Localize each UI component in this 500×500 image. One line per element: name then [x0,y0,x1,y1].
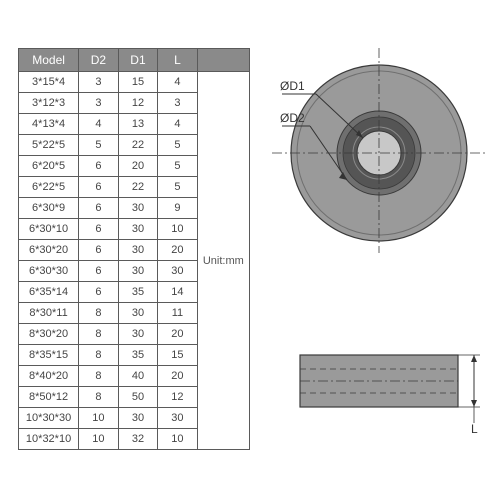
table-cell: 50 [118,387,158,408]
table-cell: 6*30*30 [19,261,79,282]
table-cell: 5 [158,135,197,156]
dim-arrow-bot [471,400,477,407]
table-cell: 8*30*11 [19,303,79,324]
side-view-diagram: L [272,325,487,455]
table-cell: 6*22*5 [19,177,79,198]
table-cell: 30 [118,303,158,324]
table-cell: 4 [158,72,197,93]
table-cell: 35 [118,345,158,366]
table-cell: 30 [158,408,197,429]
table-cell: 5 [158,177,197,198]
table-cell: 30 [118,261,158,282]
d1-label: ØD1 [280,79,305,93]
table-cell: 6*30*9 [19,198,79,219]
table-cell: 10*32*10 [19,429,79,450]
header-l: L [158,49,197,72]
table-cell: 30 [118,240,158,261]
table-cell: 6 [79,282,119,303]
dim-label-l: L [471,422,478,436]
table-cell: 6 [79,219,119,240]
table-body: 3*15*43154Unit:mm3*12*331234*13*441345*2… [19,72,250,450]
table-cell: 40 [118,366,158,387]
table-cell: 12 [158,387,197,408]
table-cell: 30 [118,324,158,345]
table-cell: 5 [79,135,119,156]
table-cell: 20 [158,240,197,261]
table-cell: 30 [118,408,158,429]
unit-cell: Unit:mm [197,72,249,450]
table-cell: 3 [79,93,119,114]
table-cell: 8 [79,303,119,324]
table-cell: 8 [79,387,119,408]
table-cell: 12 [118,93,158,114]
spec-table-wrap: Model D2 D1 L 3*15*43154Unit:mm3*12*3312… [18,48,250,450]
table-cell: 10 [158,219,197,240]
table-cell: 15 [118,72,158,93]
table-cell: 20 [118,156,158,177]
table-cell: 6 [79,198,119,219]
table-cell: 3*15*4 [19,72,79,93]
table-cell: 10 [79,429,119,450]
front-view-diagram: ØD1 ØD2 [272,38,487,253]
table-cell: 9 [158,198,197,219]
table-cell: 35 [118,282,158,303]
table-cell: 5*22*5 [19,135,79,156]
dim-arrow-top [471,355,477,362]
table-cell: 30 [118,198,158,219]
table-cell: 4 [158,114,197,135]
table-cell: 6*35*14 [19,282,79,303]
table-cell: 30 [118,219,158,240]
table-cell: 10*30*30 [19,408,79,429]
table-cell: 4 [79,114,119,135]
table-cell: 3 [79,72,119,93]
table-cell: 32 [118,429,158,450]
table-cell: 6 [79,156,119,177]
table-cell: 22 [118,135,158,156]
table-cell: 15 [158,345,197,366]
table-cell: 8 [79,324,119,345]
page-root: Model D2 D1 L 3*15*43154Unit:mm3*12*3312… [0,0,500,500]
header-d1: D1 [118,49,158,72]
table-cell: 8*40*20 [19,366,79,387]
table-cell: 5 [158,156,197,177]
table-row: 3*15*43154Unit:mm [19,72,250,93]
table-cell: 22 [118,177,158,198]
table-cell: 10 [158,429,197,450]
table-cell: 13 [118,114,158,135]
d2-label: ØD2 [280,111,305,125]
table-cell: 3 [158,93,197,114]
table-cell: 6*30*20 [19,240,79,261]
table-cell: 8 [79,366,119,387]
table-cell: 6 [79,261,119,282]
table-cell: 30 [158,261,197,282]
table-header-row: Model D2 D1 L [19,49,250,72]
header-unit-blank [197,49,249,72]
table-cell: 6*20*5 [19,156,79,177]
table-cell: 4*13*4 [19,114,79,135]
table-cell: 8 [79,345,119,366]
table-cell: 6*30*10 [19,219,79,240]
table-cell: 14 [158,282,197,303]
table-cell: 8*35*15 [19,345,79,366]
spec-table: Model D2 D1 L 3*15*43154Unit:mm3*12*3312… [18,48,250,450]
table-cell: 8*30*20 [19,324,79,345]
table-cell: 10 [79,408,119,429]
table-cell: 8*50*12 [19,387,79,408]
header-d2: D2 [79,49,119,72]
table-cell: 20 [158,366,197,387]
table-cell: 11 [158,303,197,324]
table-cell: 6 [79,240,119,261]
table-cell: 3*12*3 [19,93,79,114]
header-model: Model [19,49,79,72]
table-cell: 20 [158,324,197,345]
table-cell: 6 [79,177,119,198]
